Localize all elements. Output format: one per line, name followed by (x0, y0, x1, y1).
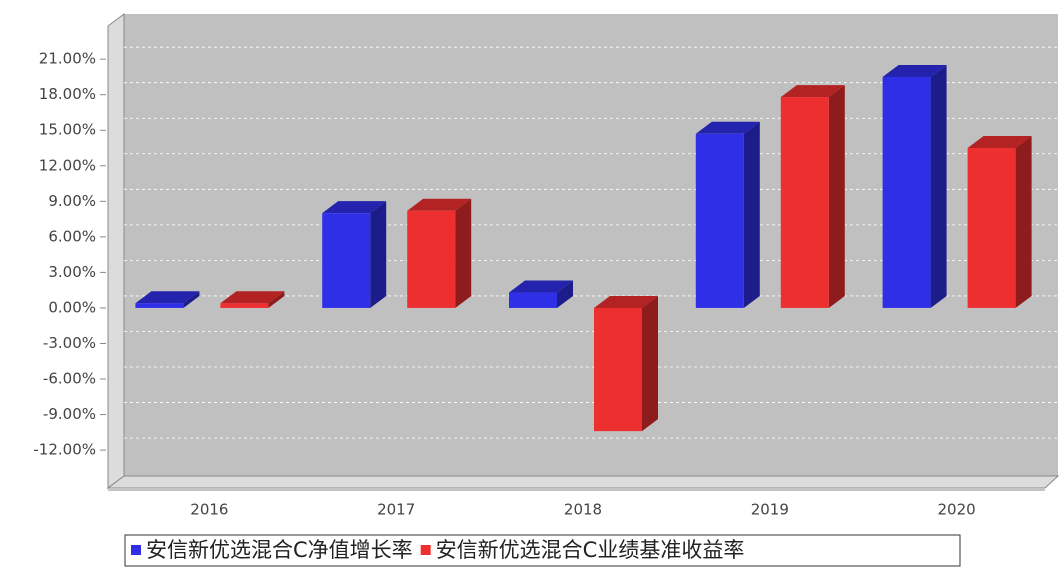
bar-side (557, 280, 573, 308)
legend-swatch (420, 545, 431, 555)
y-tick-label: 3.00% (48, 263, 96, 281)
legend-label: 安信新优选混合C业绩基准收益率 (436, 538, 745, 562)
bar-side (930, 64, 947, 308)
bar-side (183, 291, 200, 308)
y-tick-label: 18.00% (39, 85, 96, 103)
bar (220, 303, 269, 308)
y-tick-label: 21.00% (39, 50, 96, 68)
bar-side (743, 121, 760, 308)
bar-top (407, 198, 472, 211)
bar-side (828, 85, 845, 308)
y-tick-label: 9.00% (48, 192, 96, 210)
y-tick-label: -6.00% (43, 370, 96, 388)
y-tick-label: 12.00% (39, 156, 96, 174)
bar-side (370, 201, 387, 308)
y-tick-label: -9.00% (43, 405, 96, 423)
bar-top (882, 64, 947, 77)
bar-top (509, 280, 573, 293)
bar-side (268, 291, 285, 308)
bar (322, 213, 371, 308)
bar (407, 210, 456, 308)
bar (780, 97, 829, 308)
y-tick-label: 15.00% (39, 121, 96, 139)
bar-top (695, 121, 760, 134)
x-tick-label: 2019 (751, 501, 789, 519)
y-tick-label: -12.00% (33, 441, 96, 459)
bar-top (322, 201, 387, 214)
legend (124, 534, 961, 567)
bar-side (1015, 136, 1032, 308)
bar-top (220, 291, 285, 304)
legend-label: 安信新优选混合C净值增长率 (146, 538, 413, 562)
x-tick-label: 2017 (377, 501, 415, 519)
bar (594, 307, 642, 432)
x-tick-label: 2016 (190, 501, 228, 519)
bar (967, 148, 1016, 308)
bar-top (780, 85, 845, 98)
bar-top (967, 136, 1032, 149)
x-tick-label: 2018 (564, 501, 602, 519)
bar-side (642, 295, 658, 432)
bar (509, 292, 557, 308)
bar (135, 303, 184, 308)
bar-top (135, 291, 200, 304)
y-tick-label: -3.00% (43, 334, 96, 352)
bar (695, 133, 744, 308)
bar-top (594, 295, 658, 308)
y-tick-label: 0.00% (48, 298, 96, 316)
y-tick-label: 6.00% (48, 227, 96, 245)
legend-swatch (131, 545, 141, 555)
left-wall (107, 13, 125, 489)
floor (106, 475, 1060, 489)
bar (882, 76, 931, 308)
x-tick-label: 2020 (938, 501, 976, 519)
bar-side (455, 198, 472, 308)
